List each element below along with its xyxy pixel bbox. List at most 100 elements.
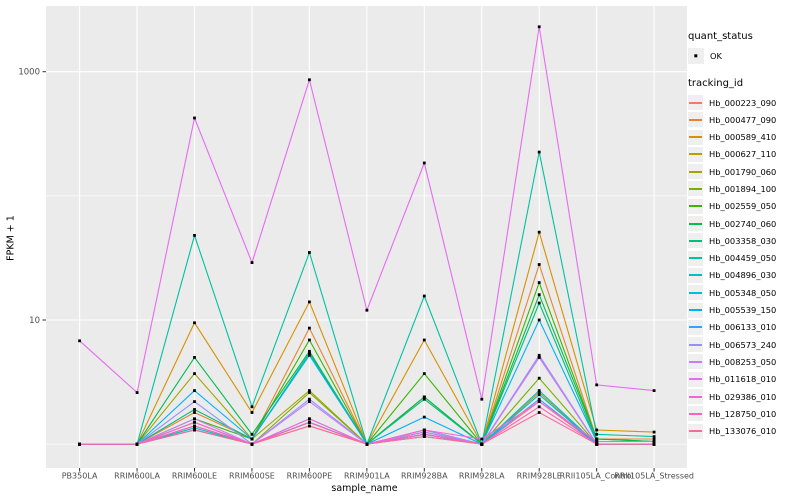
- legend-item-Hb_008253_050: Hb_008253_050: [688, 354, 800, 370]
- data-point: [595, 440, 599, 443]
- legend-title-tracking-id: tracking_id: [688, 78, 744, 89]
- legend-item-label: Hb_128750_010: [709, 408, 777, 419]
- data-point: [537, 411, 541, 414]
- data-point: [422, 372, 426, 375]
- data-point: [652, 442, 656, 446]
- x-tick-label: RRIM901LA: [344, 472, 390, 481]
- data-point: [595, 437, 599, 441]
- legend-item-Hb_004459_050: Hb_004459_050: [688, 250, 800, 266]
- legend-item-label: Hb_001790_060: [709, 166, 777, 177]
- data-point: [537, 230, 541, 234]
- data-point: [78, 339, 81, 343]
- data-point: [193, 426, 196, 430]
- data-point: [308, 400, 311, 403]
- legend-item-label: Hb_004896_030: [709, 270, 777, 281]
- data-point: [422, 338, 426, 342]
- legend-item-Hb_005539_150: Hb_005539_150: [688, 302, 800, 318]
- legend-key-line: [689, 326, 702, 329]
- legend-item-label: Hb_002559_050: [709, 201, 777, 212]
- legend-item-label: Hb_006133_010: [709, 322, 777, 333]
- legend-key-box: [688, 233, 703, 249]
- data-point: [422, 428, 426, 432]
- data-point: [652, 389, 656, 392]
- legend-item-label: Hb_029386_010: [709, 391, 777, 402]
- legend-key-box: [688, 146, 703, 162]
- data-point: [537, 391, 541, 394]
- legend-key-line: [689, 395, 702, 398]
- x-tick-label: RRII105LA_Stressed: [614, 472, 694, 481]
- x-tick-label: RRIM600LA: [114, 472, 160, 481]
- data-point: [365, 308, 369, 312]
- legend-key-box: [688, 302, 703, 318]
- legend-key-box: [688, 285, 703, 301]
- legend-item-label: Hb_133076_010: [709, 426, 777, 437]
- legend-key-line: [689, 274, 702, 277]
- legend-key-line: [689, 239, 702, 242]
- data-point: [193, 408, 196, 411]
- legend-item-label: Hb_000477_090: [709, 114, 777, 125]
- legend-item-Hb_004896_030: Hb_004896_030: [688, 267, 800, 283]
- legend-key-line: [689, 136, 702, 139]
- legend-key-box: [688, 129, 703, 145]
- legend-tracking-id-items: Hb_000223_090 Hb_000477_090 Hb_000589_410 H…: [688, 95, 800, 439]
- data-point: [537, 393, 541, 397]
- legend-key-box: [688, 95, 703, 110]
- data-point: [422, 430, 426, 434]
- legend-key-box: [688, 181, 703, 197]
- legend-item-Hb_006133_010: Hb_006133_010: [688, 319, 800, 335]
- x-tick-label: RRII105LA_Control: [560, 472, 634, 481]
- legend-item-Hb_005348_050: Hb_005348_050: [688, 285, 800, 301]
- data-point: [78, 442, 81, 446]
- legend-key-line: [689, 170, 702, 173]
- x-tick-label: RRIM928LE: [517, 472, 562, 481]
- legend-item-label: Hb_000589_410: [709, 132, 777, 143]
- data-point: [652, 430, 656, 434]
- data-point: [537, 263, 541, 266]
- data-point: [422, 415, 426, 419]
- legend-key-box: [688, 198, 703, 214]
- legend-item-Hb_002559_050: Hb_002559_050: [688, 198, 800, 214]
- legend-item-Hb_000477_090: Hb_000477_090: [688, 112, 800, 128]
- data-point: [480, 437, 484, 441]
- legend-item-label: Hb_008253_050: [709, 356, 777, 367]
- data-point: [537, 281, 541, 284]
- data-point: [250, 405, 254, 409]
- legend-item-Hb_128750_010: Hb_128750_010: [688, 406, 800, 422]
- legend-key-line: [689, 187, 702, 190]
- legend-key-line: [689, 378, 702, 381]
- data-point: [537, 293, 541, 297]
- x-tick-label: RRIM600SE: [229, 472, 275, 481]
- legend: quant_status OK tracking_id Hb_000223_09…: [688, 30, 800, 441]
- data-point: [422, 432, 426, 436]
- data-point: [250, 261, 254, 264]
- data-point: [652, 435, 656, 438]
- data-point: [308, 351, 311, 355]
- legend-spacer: [688, 66, 800, 77]
- legend-key-box: [688, 354, 703, 370]
- legend-key-line: [689, 360, 702, 363]
- data-point: [193, 411, 196, 414]
- legend-key-line: [689, 101, 702, 104]
- data-point: [193, 417, 196, 421]
- data-point: [308, 353, 311, 357]
- legend-item-label: Hb_001894_100: [709, 183, 777, 194]
- data-point: [537, 318, 541, 322]
- legend-item-label: Hb_011618_010: [709, 374, 777, 385]
- legend-key-box: [688, 267, 703, 283]
- data-point: [308, 349, 311, 353]
- data-point: [250, 432, 254, 436]
- legend-key-box: [688, 164, 703, 180]
- legend-key-line: [689, 343, 702, 346]
- legend-item-Hb_029386_010: Hb_029386_010: [688, 389, 800, 405]
- data-point: [308, 300, 311, 304]
- y-axis-title: FPKM + 1: [6, 215, 17, 261]
- legend-title-quant-status: quant_status: [688, 31, 753, 42]
- legend-key-box: [688, 112, 703, 128]
- legend-item-Hb_001790_060: Hb_001790_060: [688, 164, 800, 180]
- legend-item-label: Hb_005348_050: [709, 287, 777, 298]
- legend-key-box: [688, 406, 703, 422]
- data-point: [537, 150, 541, 154]
- legend-key-line: [689, 222, 702, 225]
- data-point: [308, 389, 311, 392]
- legend-key-box: [688, 216, 703, 232]
